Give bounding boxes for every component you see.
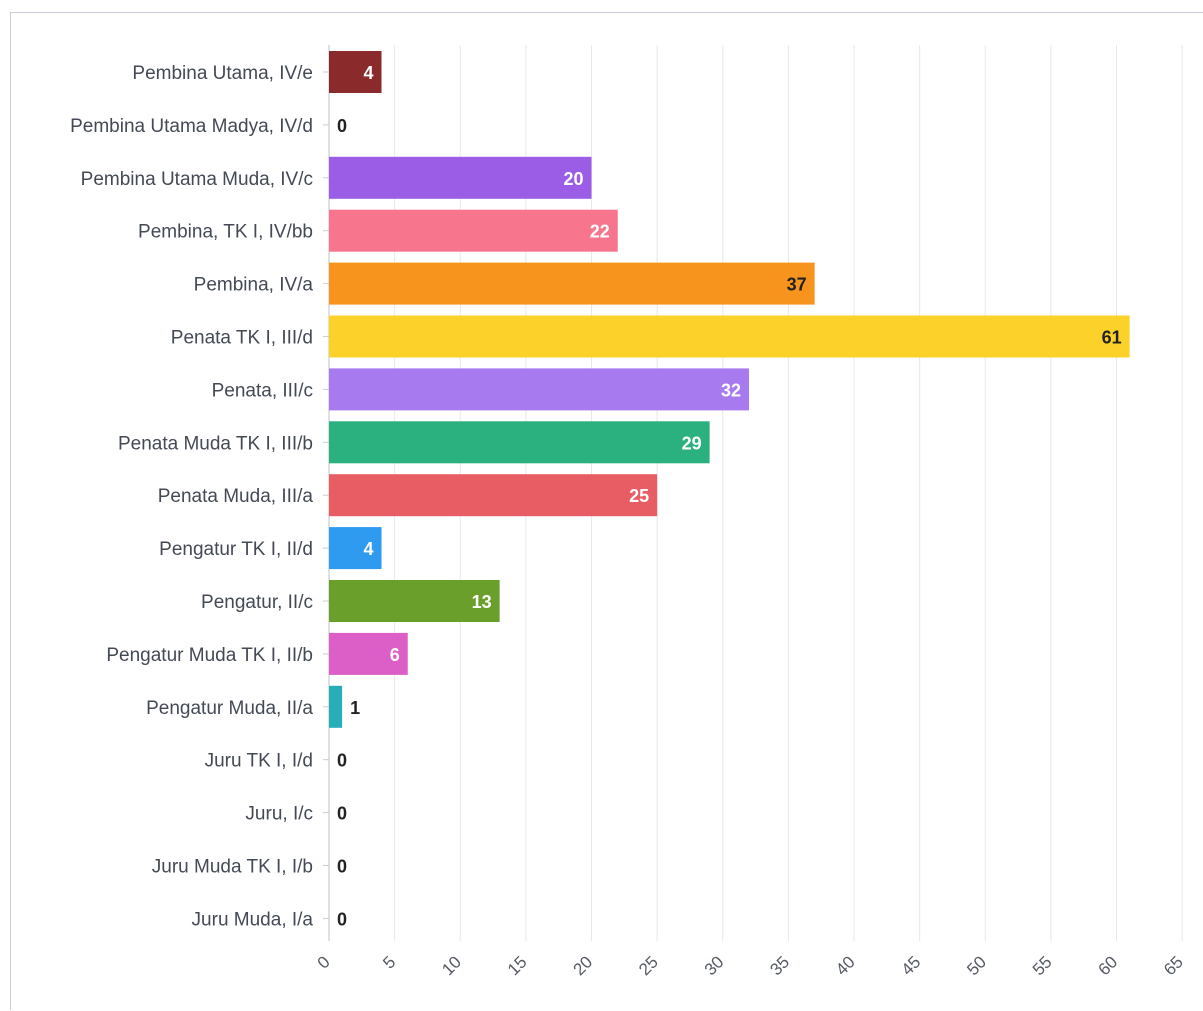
category-label: Juru Muda TK I, I/b xyxy=(152,857,313,878)
bar xyxy=(329,51,382,93)
bar xyxy=(329,421,710,464)
category-label: Pembina Utama Muda, IV/c xyxy=(81,169,313,190)
bar xyxy=(329,315,1130,358)
value-label: 25 xyxy=(629,486,649,506)
bar xyxy=(329,262,815,305)
value-label: 32 xyxy=(721,380,741,400)
value-label: 29 xyxy=(682,433,702,453)
category-label: Juru Muda, I/a xyxy=(192,909,314,930)
category-label: Pembina Utama Madya, IV/d xyxy=(70,116,313,137)
value-label: 4 xyxy=(363,63,373,83)
bar xyxy=(329,580,500,622)
category-label: Pengatur, II/c xyxy=(201,592,313,613)
category-label: Pengatur Muda TK I, II/b xyxy=(106,645,313,666)
value-label: 0 xyxy=(337,909,347,929)
category-label: Pembina, IV/a xyxy=(194,275,314,296)
category-label: Penata Muda TK I, III/b xyxy=(118,433,313,454)
x-tick-label: 20 xyxy=(570,952,597,979)
bar xyxy=(329,368,749,411)
x-tick-label: 45 xyxy=(898,952,925,979)
x-tick-label: 65 xyxy=(1160,952,1187,979)
chart-frame: Pembina Utama, IV/e Pembina Utama Madya, … xyxy=(10,12,1203,1010)
category-labels: Pembina Utama, IV/e Pembina Utama Madya, … xyxy=(70,63,313,930)
value-label: 4 xyxy=(363,539,373,559)
x-tick-label: 15 xyxy=(504,952,531,979)
category-label: Juru TK I, I/d xyxy=(205,751,313,772)
value-label: 22 xyxy=(590,222,610,242)
x-tick-label: 0 xyxy=(314,952,334,972)
category-label: Juru, I/c xyxy=(245,804,313,825)
value-label: 6 xyxy=(390,645,400,665)
bar xyxy=(329,209,618,252)
value-label: 1 xyxy=(350,698,360,718)
value-label: 61 xyxy=(1102,328,1122,348)
x-tick-label: 60 xyxy=(1095,952,1122,979)
value-label: 37 xyxy=(787,275,807,295)
x-tick-label: 55 xyxy=(1029,952,1056,979)
x-tick-label: 5 xyxy=(379,952,399,972)
bar-chart: Pembina Utama, IV/e Pembina Utama Madya, … xyxy=(70,45,1187,979)
value-label: 0 xyxy=(337,751,347,771)
category-label: Pembina, TK I, IV/bb xyxy=(138,222,313,243)
value-label: 13 xyxy=(472,592,492,612)
value-label: 0 xyxy=(337,804,347,824)
x-tick-label: 10 xyxy=(438,952,465,979)
category-label: Pembina Utama, IV/e xyxy=(132,63,313,84)
x-tick-label: 35 xyxy=(766,952,793,979)
x-tick-label: 50 xyxy=(963,952,990,979)
category-label: Pengatur Muda, II/a xyxy=(146,698,313,719)
x-tick-label: 40 xyxy=(832,952,859,979)
x-tick-label: 25 xyxy=(635,952,662,979)
bar xyxy=(329,632,408,675)
value-label: 0 xyxy=(337,857,347,877)
value-label: 20 xyxy=(563,169,583,189)
category-label: Pengatur TK I, II/d xyxy=(159,539,313,560)
bar xyxy=(329,156,592,199)
x-tick-label: 30 xyxy=(701,952,728,979)
category-label: Penata, III/c xyxy=(212,380,313,401)
bar xyxy=(329,527,382,570)
value-label: 0 xyxy=(337,116,347,136)
category-label: Penata Muda, III/a xyxy=(158,486,314,507)
bar xyxy=(329,474,658,517)
category-label: Penata TK I, III/d xyxy=(171,328,313,349)
x-tick-labels: 0 5 10 15 20 25 30 35 40 45 50 55 60 65 xyxy=(314,952,1187,979)
bar xyxy=(329,685,343,728)
bars xyxy=(329,51,1130,728)
